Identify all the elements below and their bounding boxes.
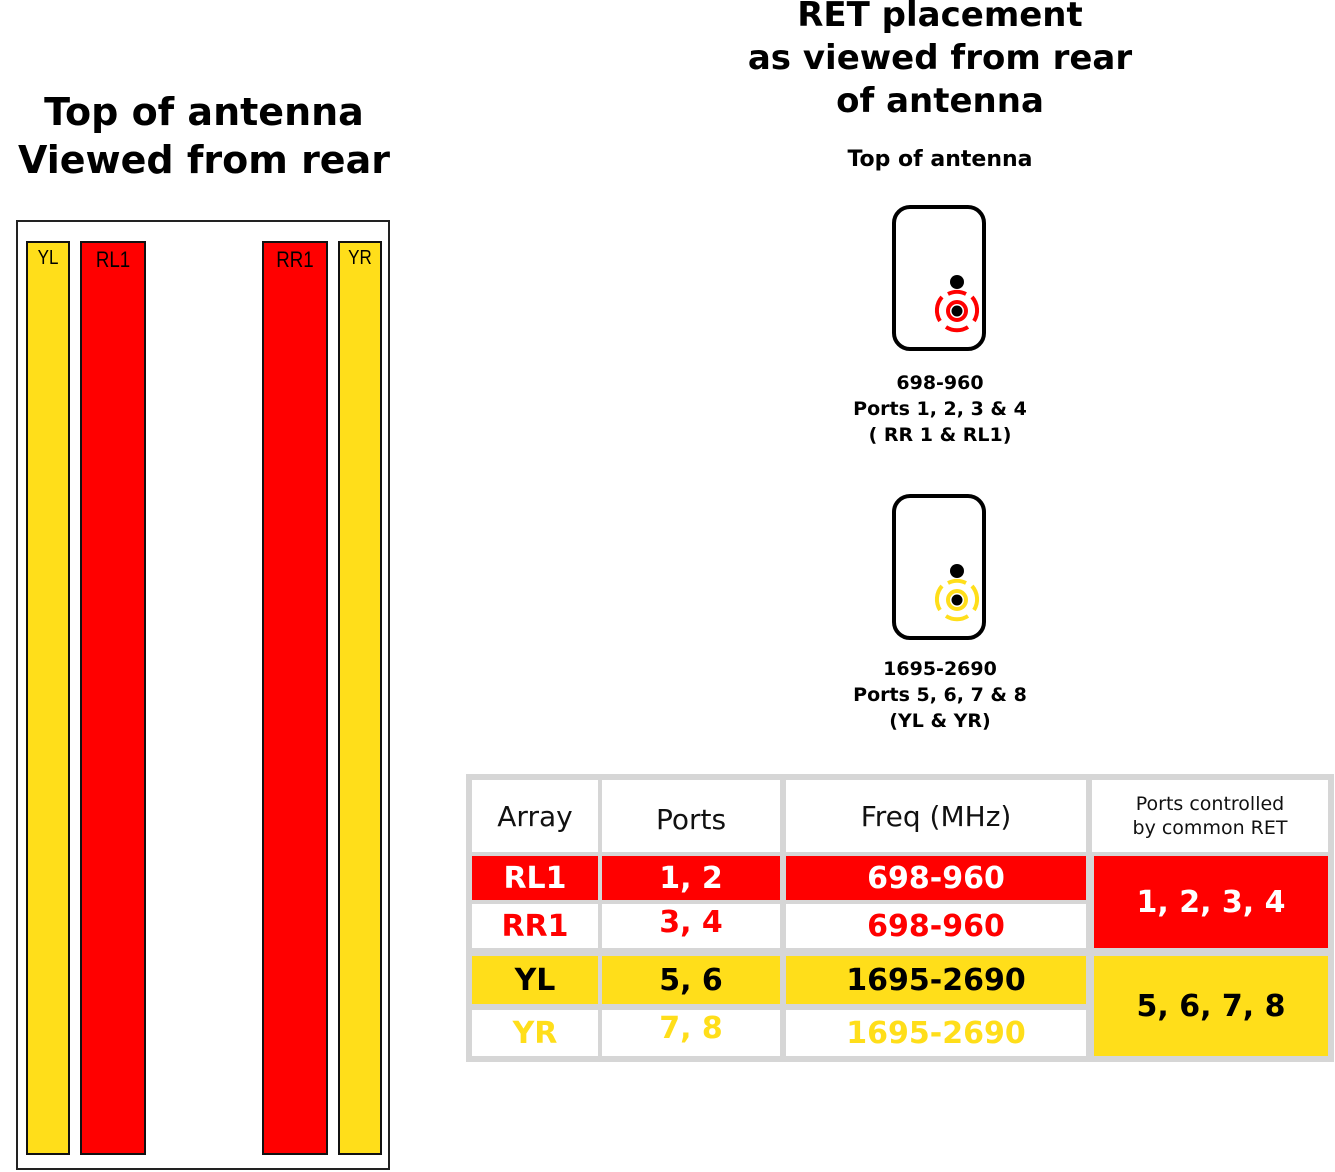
- ret-port-dot: [950, 564, 964, 578]
- header-common-ret: Ports controlled by common RET: [1092, 780, 1328, 852]
- row-rl1-freq: 698-960: [786, 856, 1086, 900]
- row-yl-array: YL: [472, 956, 598, 1004]
- ret-unit-high-band: [892, 494, 986, 640]
- ret-title-line1: RET placement: [797, 0, 1083, 35]
- ret-freq-low: 698-960: [896, 372, 984, 394]
- common-ret-low: 1, 2, 3, 4: [1094, 856, 1328, 948]
- ret-placement-title: RET placement as viewed from rear of ant…: [700, 0, 1180, 123]
- row-rl1-array: RL1: [472, 856, 598, 900]
- header-freq: Freq (MHz): [786, 780, 1086, 852]
- antenna-view-title-line1: Top of antenna: [44, 90, 364, 134]
- ret-ports-high: Ports 5, 6, 7 & 8: [853, 684, 1027, 706]
- antenna-view-title: Top of antenna Viewed from rear: [0, 88, 408, 184]
- ret-unit-low-band: [892, 205, 986, 351]
- ret-port-table: Array Ports Freq (MHz) Ports controlled …: [466, 774, 1334, 1062]
- header-array: Array: [472, 780, 598, 852]
- ret-title-line2: as viewed from rear: [747, 38, 1133, 78]
- row-rr1-ports: 3, 4: [602, 904, 780, 948]
- header-common-ret-line1: Ports controlled: [1135, 793, 1285, 815]
- ret-arrays-high: (YL & YR): [889, 710, 991, 732]
- array-label-yl: YL: [37, 247, 59, 269]
- ret-arrays-low: ( RR 1 & RL1): [868, 424, 1012, 446]
- antenna-outline: YL RL1 RR1 YR: [16, 220, 390, 1170]
- array-column-yr: YR: [338, 241, 382, 1155]
- row-rr1-freq: 698-960: [786, 904, 1086, 948]
- array-label-yr: YR: [348, 247, 372, 269]
- ret-subtitle: Top of antenna: [847, 147, 1033, 172]
- array-column-yl: YL: [26, 241, 70, 1155]
- header-ports: Ports: [602, 780, 780, 852]
- row-yr-ports: 7, 8: [602, 1010, 780, 1056]
- ret-caption-low-band: 698-960 Ports 1, 2, 3 & 4 ( RR 1 & RL1): [780, 370, 1100, 448]
- antenna-view-title-line2: Viewed from rear: [18, 138, 390, 182]
- row-rl1-ports: 1, 2: [602, 856, 780, 900]
- ret-title-line3: of antenna: [836, 81, 1044, 121]
- header-common-ret-line2: by common RET: [1132, 817, 1288, 839]
- ret-caption-high-band: 1695-2690 Ports 5, 6, 7 & 8 (YL & YR): [780, 656, 1100, 734]
- common-ret-high: 5, 6, 7, 8: [1094, 956, 1328, 1056]
- ret-port-dot: [950, 275, 964, 289]
- row-yl-ports: 5, 6: [602, 956, 780, 1004]
- array-column-rl1: RL1: [80, 241, 146, 1155]
- row-yr-array: YR: [472, 1010, 598, 1056]
- ret-ports-low: Ports 1, 2, 3 & 4: [853, 398, 1027, 420]
- array-label-rr1: RR1: [276, 247, 314, 272]
- row-yl-freq: 1695-2690: [786, 956, 1086, 1004]
- array-label-rl1: RL1: [95, 247, 131, 272]
- row-rr1-array: RR1: [472, 904, 598, 948]
- array-column-rr1: RR1: [262, 241, 328, 1155]
- row-yr-freq: 1695-2690: [786, 1010, 1086, 1056]
- ret-freq-high: 1695-2690: [883, 658, 997, 680]
